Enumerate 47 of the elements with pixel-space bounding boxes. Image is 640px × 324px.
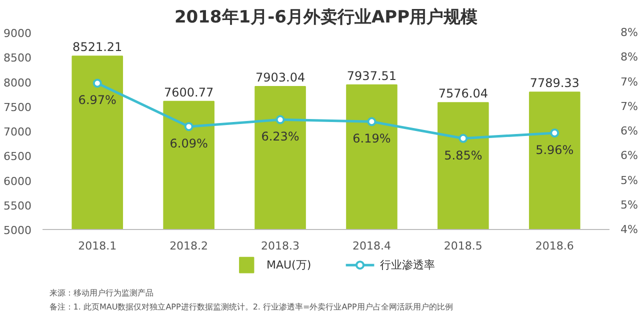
y2-tick-label: 5%: [620, 174, 638, 187]
data-label: 6.09%: [170, 136, 208, 151]
data-label: 7789.33: [530, 76, 580, 90]
y2-tick-label: 8%: [620, 26, 638, 39]
point: [550, 128, 560, 138]
point: [458, 134, 468, 143]
data-label: 7903.04: [255, 70, 306, 85]
data-label: 7937.51: [346, 68, 397, 83]
point: [184, 122, 194, 132]
x-tick-label: 2018.4: [352, 240, 391, 252]
point: [92, 78, 102, 88]
y-tick-label: 7000: [4, 126, 32, 138]
legend-label: 行业渗透率: [380, 258, 435, 272]
y2-tick-label: 8%: [620, 50, 638, 64]
y-tick-label: 7500: [4, 100, 32, 114]
x-tick-label: 2018.2: [170, 240, 208, 252]
y-tick-label: 8000: [4, 76, 32, 90]
data-label: 5.96%: [536, 142, 574, 157]
x-tick-label: 2018.3: [261, 240, 300, 252]
y-tick-label: 9000: [4, 27, 32, 40]
y-tick-label: 5500: [4, 199, 32, 212]
y2-tick-label: 6%: [620, 124, 638, 138]
y-tick-label: 5000: [4, 224, 32, 237]
point: [276, 115, 285, 124]
y2-tick-label: 7%: [620, 100, 638, 113]
y-tick-label: 6500: [4, 150, 32, 164]
legend-label: MAU(万): [266, 258, 312, 272]
x-tick-label: 2018.5: [444, 240, 482, 252]
data-label: 6.19%: [352, 132, 391, 146]
y2-tick-label: 4%: [620, 223, 638, 236]
x-tick-label: 2018.1: [78, 240, 117, 252]
data-label: 6.23%: [261, 130, 300, 144]
data-label: 5.85%: [444, 148, 482, 162]
data-label: 8521.21: [72, 40, 122, 54]
chart-title: 2018年1月-6月外卖行业APP用户规模: [174, 8, 478, 28]
data-label: 7576.04: [438, 86, 488, 101]
data-label: 7600.77: [164, 85, 214, 100]
y-tick-label: 6000: [4, 174, 32, 188]
y2-tick-label: 7%: [620, 75, 638, 88]
text: 备注：1. 此页MAU数据仅对独立APP进行数据监测统计。2. 行业渗透率=外卖行业APP用户占全网活跃用户的比例: [49, 302, 453, 312]
y2-tick-label: 6%: [620, 149, 638, 162]
x-tick-label: 2018.6: [535, 240, 574, 252]
point: [367, 117, 376, 126]
y-tick-label: 8500: [4, 52, 32, 65]
y2-tick-label: 5%: [620, 198, 638, 212]
data-label: 6.97%: [78, 93, 116, 108]
source-note: 来源：移动用户行为监测产品: [49, 288, 154, 298]
